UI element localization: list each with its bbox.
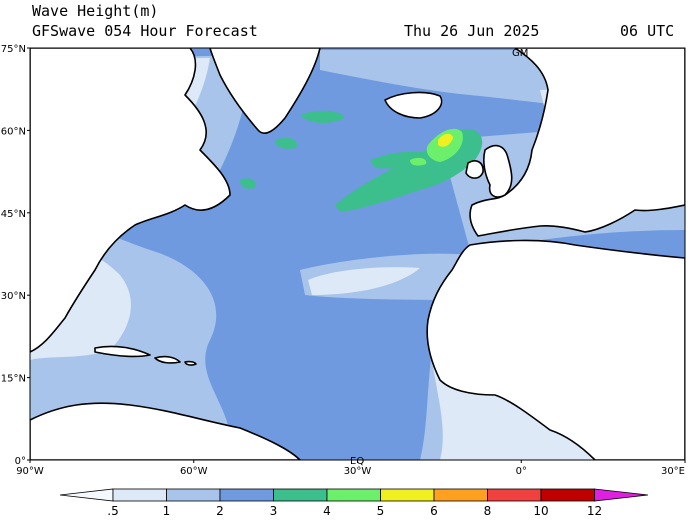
colorbar-label: 1 (163, 504, 171, 518)
colorbar-segment (540, 488, 595, 502)
ireland (465, 160, 484, 179)
colorbar-label: 3 (270, 504, 278, 518)
lat-tick-label: 15°N (1, 374, 26, 385)
colorbar: .5 1 2 3 4 5 6 8 10 12 (59, 488, 649, 518)
africa (426, 239, 685, 460)
meridian-marker-gm: GM (512, 48, 528, 59)
colorbar-segment (594, 488, 649, 502)
lat-tick-label: 45°N (1, 209, 26, 220)
lat-tick-label: 0° (15, 456, 26, 467)
land-masses (30, 48, 685, 460)
colorbar-segment (112, 488, 167, 502)
colorbar-label: 6 (430, 504, 438, 518)
puerto-rico (184, 360, 197, 366)
iceland (384, 91, 443, 119)
colorbar-segment (326, 488, 381, 502)
lon-tick-label: 30°E (661, 466, 685, 477)
greenland (209, 48, 321, 134)
map-area (30, 48, 685, 460)
colorbar-segment (59, 488, 114, 502)
colorbar-segment (219, 488, 274, 502)
great-britain (483, 144, 513, 198)
wave-5-6m-regions (438, 133, 453, 147)
hispaniola (154, 355, 181, 364)
colorbar-label: .5 (107, 504, 118, 518)
chart-title: Wave Height(m) (32, 2, 159, 20)
colorbar-label: 12 (587, 504, 602, 518)
colorbar-segment (273, 488, 328, 502)
lat-tick-label: 75°N (1, 44, 26, 55)
equator-marker-eq: EQ (350, 456, 364, 467)
forecast-subtitle: GFSwave 054 Hour Forecast (32, 22, 258, 40)
lon-tick-label: 0° (516, 466, 527, 477)
colorbar-label: 8 (484, 504, 492, 518)
south-america (30, 402, 301, 460)
colorbar-segment (487, 488, 542, 502)
colorbar-label: 4 (323, 504, 331, 518)
forecast-time: 06 UTC (620, 22, 675, 40)
lon-tick-label: 30°W (344, 466, 372, 477)
colorbar-label: 5 (377, 504, 385, 518)
cuba (94, 345, 151, 358)
lat-tick-label: 60°N (1, 126, 26, 137)
lon-tick-label: 90°W (16, 466, 44, 477)
longitude-ticks: 90°W 60°W 30°W 0° 30°E (16, 460, 686, 477)
colorbar-label: 10 (533, 504, 548, 518)
colorbar-segment (433, 488, 488, 502)
latitude-ticks: 75°N 60°N 45°N 30°N 15°N 0° (1, 44, 30, 467)
colorbar-segment (380, 488, 435, 502)
lon-tick-label: 60°W (180, 466, 208, 477)
north-america (30, 48, 231, 353)
colorbar-segment (166, 488, 221, 502)
europe (469, 48, 685, 237)
lat-tick-label: 30°N (1, 291, 26, 302)
colorbar-label: 2 (216, 504, 224, 518)
forecast-date: Thu 26 Jun 2025 (404, 22, 540, 40)
